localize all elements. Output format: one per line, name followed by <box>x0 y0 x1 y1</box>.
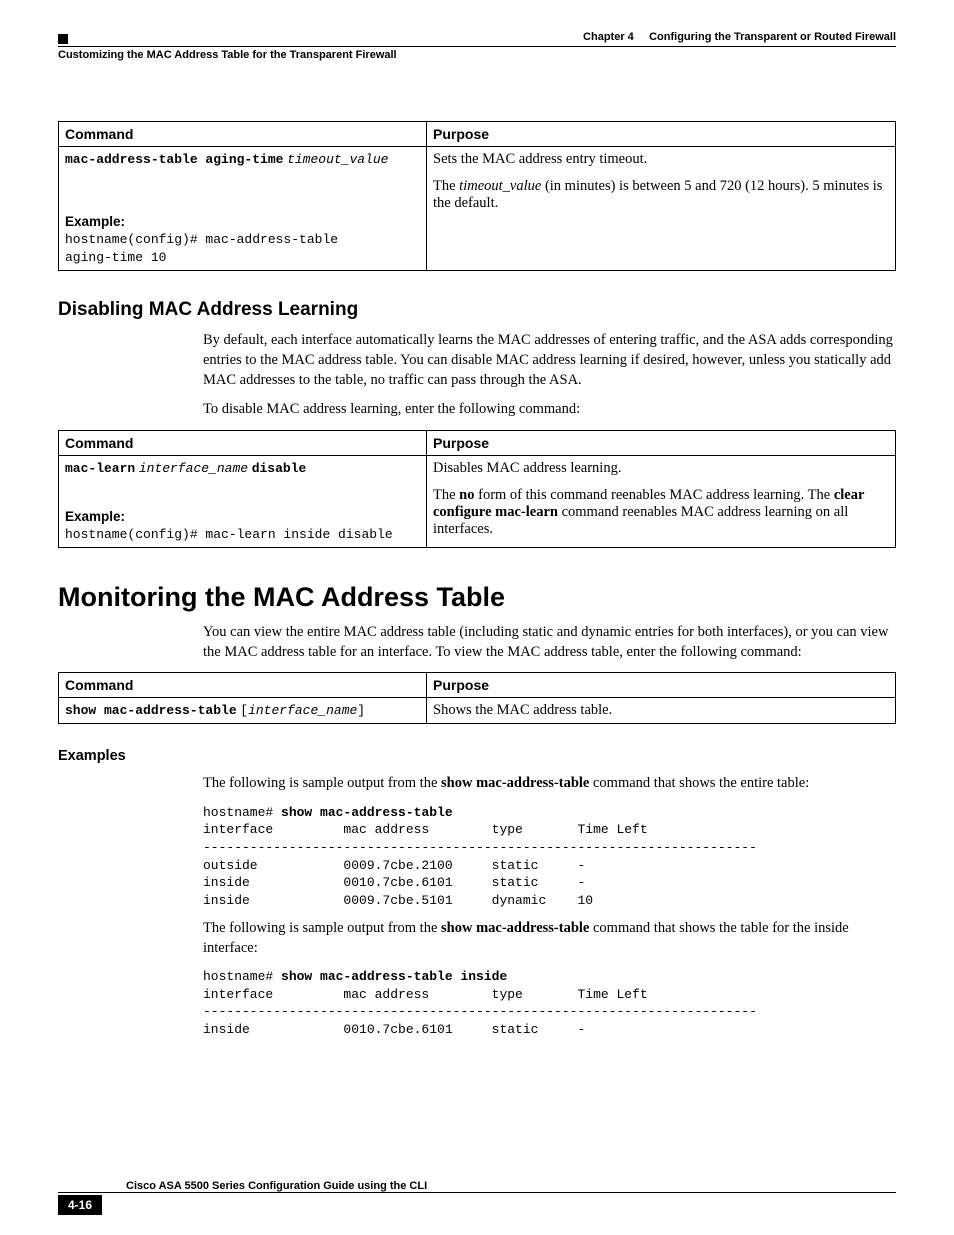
p2b: no <box>459 487 474 503</box>
running-header: Chapter 4 Configuring the Transparent or… <box>58 30 896 44</box>
purpose-line1: Disables MAC address learning. <box>433 460 889 477</box>
cmd-arg: interface_name <box>139 461 248 476</box>
header-subheading: Customizing the MAC Address Table for th… <box>58 49 896 61</box>
footer-doc-title: Cisco ASA 5500 Series Configuration Guid… <box>126 1180 896 1192</box>
command-table-show: Command Purpose show mac-address-table [… <box>58 672 896 724</box>
td-purpose: Shows the MAC address table. <box>427 698 896 724</box>
ex-p1b: show mac-address-table <box>441 775 589 791</box>
td-command: mac-learn interface_name disable Example… <box>59 455 427 548</box>
th-command: Command <box>59 673 427 698</box>
code1-cmd: show mac-address-table <box>281 805 453 820</box>
ex-p1a: The following is sample output from the <box>203 775 441 791</box>
th-purpose: Purpose <box>427 673 896 698</box>
td-command: show mac-address-table [interface_name] <box>59 698 427 724</box>
table-row: mac-learn interface_name disable Example… <box>59 455 896 548</box>
cmd-bold: show mac-address-table <box>65 703 237 718</box>
command-table-aging: Command Purpose mac-address-table aging-… <box>58 121 896 271</box>
command-table-maclearn: Command Purpose mac-learn interface_name… <box>58 430 896 549</box>
purpose-line2: The no form of this command reenables MA… <box>433 487 889 538</box>
example-label: Example: <box>65 214 420 229</box>
example-code: hostname(config)# mac-learn inside disab… <box>65 526 420 544</box>
footer: Cisco ASA 5500 Series Configuration Guid… <box>0 1180 896 1215</box>
header-square-icon <box>58 34 68 44</box>
cmd-arg: interface_name <box>248 703 357 718</box>
ex-p2a: The following is sample output from the <box>203 920 441 936</box>
table-header-row: Command Purpose <box>59 122 896 147</box>
th-command: Command <box>59 430 427 455</box>
purpose-pre: The <box>433 178 459 194</box>
disable-p1: By default, each interface automatically… <box>203 331 896 390</box>
td-purpose: Disables MAC address learning. The no fo… <box>427 455 896 548</box>
page-number-badge: 4-16 <box>58 1195 102 1215</box>
td-command: mac-address-table aging-time timeout_val… <box>59 147 427 271</box>
chapter-prefix: Chapter 4 <box>583 31 634 43</box>
body-disable: By default, each interface automatically… <box>203 331 896 419</box>
code1-body: interface mac address type Time Left ---… <box>203 822 757 907</box>
code2-prompt: hostname# <box>203 969 281 984</box>
header-left <box>58 34 68 44</box>
table-header-row: Command Purpose <box>59 430 896 455</box>
td-purpose: Sets the MAC address entry timeout. The … <box>427 147 896 271</box>
example-label: Example: <box>65 509 420 524</box>
disable-p2: To disable MAC address learning, enter t… <box>203 400 896 420</box>
table-row: mac-address-table aging-time timeout_val… <box>59 147 896 271</box>
ex-p2b: show mac-address-table <box>441 920 589 936</box>
page: Chapter 4 Configuring the Transparent or… <box>0 0 954 1235</box>
th-purpose: Purpose <box>427 122 896 147</box>
monitor-p1: You can view the entire MAC address tabl… <box>203 623 896 662</box>
ex-p1c: command that shows the entire table: <box>589 775 809 791</box>
heading-monitor: Monitoring the MAC Address Table <box>58 582 896 613</box>
code1-prompt: hostname# <box>203 805 281 820</box>
table-header-row: Command Purpose <box>59 673 896 698</box>
cmd-post: disable <box>252 461 307 476</box>
table-row: show mac-address-table [interface_name] … <box>59 698 896 724</box>
header-rule <box>58 46 896 47</box>
cmd-bold: mac-address-table aging-time <box>65 152 283 167</box>
body-monitor: You can view the entire MAC address tabl… <box>203 623 896 662</box>
footer-row: 4-16 <box>58 1195 896 1215</box>
section-table1: Command Purpose mac-address-table aging-… <box>58 121 896 271</box>
cmd-arg: timeout_value <box>287 152 388 167</box>
footer-rule <box>58 1192 896 1193</box>
examples-p1: The following is sample output from the … <box>203 774 896 794</box>
code-block-1: hostname# show mac-address-table interfa… <box>203 804 896 909</box>
body-examples: The following is sample output from the … <box>203 774 896 1038</box>
chapter-title: Configuring the Transparent or Routed Fi… <box>649 31 896 43</box>
purpose-line1: Sets the MAC address entry timeout. <box>433 151 889 168</box>
th-command: Command <box>59 122 427 147</box>
heading-examples: Examples <box>58 748 896 764</box>
code-block-2: hostname# show mac-address-table inside … <box>203 968 896 1038</box>
example-code: hostname(config)# mac-address-table agin… <box>65 231 420 266</box>
purpose-ital: timeout_value <box>459 178 541 194</box>
p2c: form of this command reenables MAC addre… <box>475 487 834 503</box>
purpose-line2: The timeout_value (in minutes) is betwee… <box>433 178 889 212</box>
header-right: Chapter 4 Configuring the Transparent or… <box>583 30 896 44</box>
code2-body: interface mac address type Time Left ---… <box>203 987 757 1037</box>
cmd-pre: mac-learn <box>65 461 135 476</box>
heading-disable: Disabling MAC Address Learning <box>58 299 896 321</box>
code2-cmd: show mac-address-table inside <box>281 969 507 984</box>
th-purpose: Purpose <box>427 430 896 455</box>
examples-p2: The following is sample output from the … <box>203 919 896 958</box>
p2a: The <box>433 487 459 503</box>
